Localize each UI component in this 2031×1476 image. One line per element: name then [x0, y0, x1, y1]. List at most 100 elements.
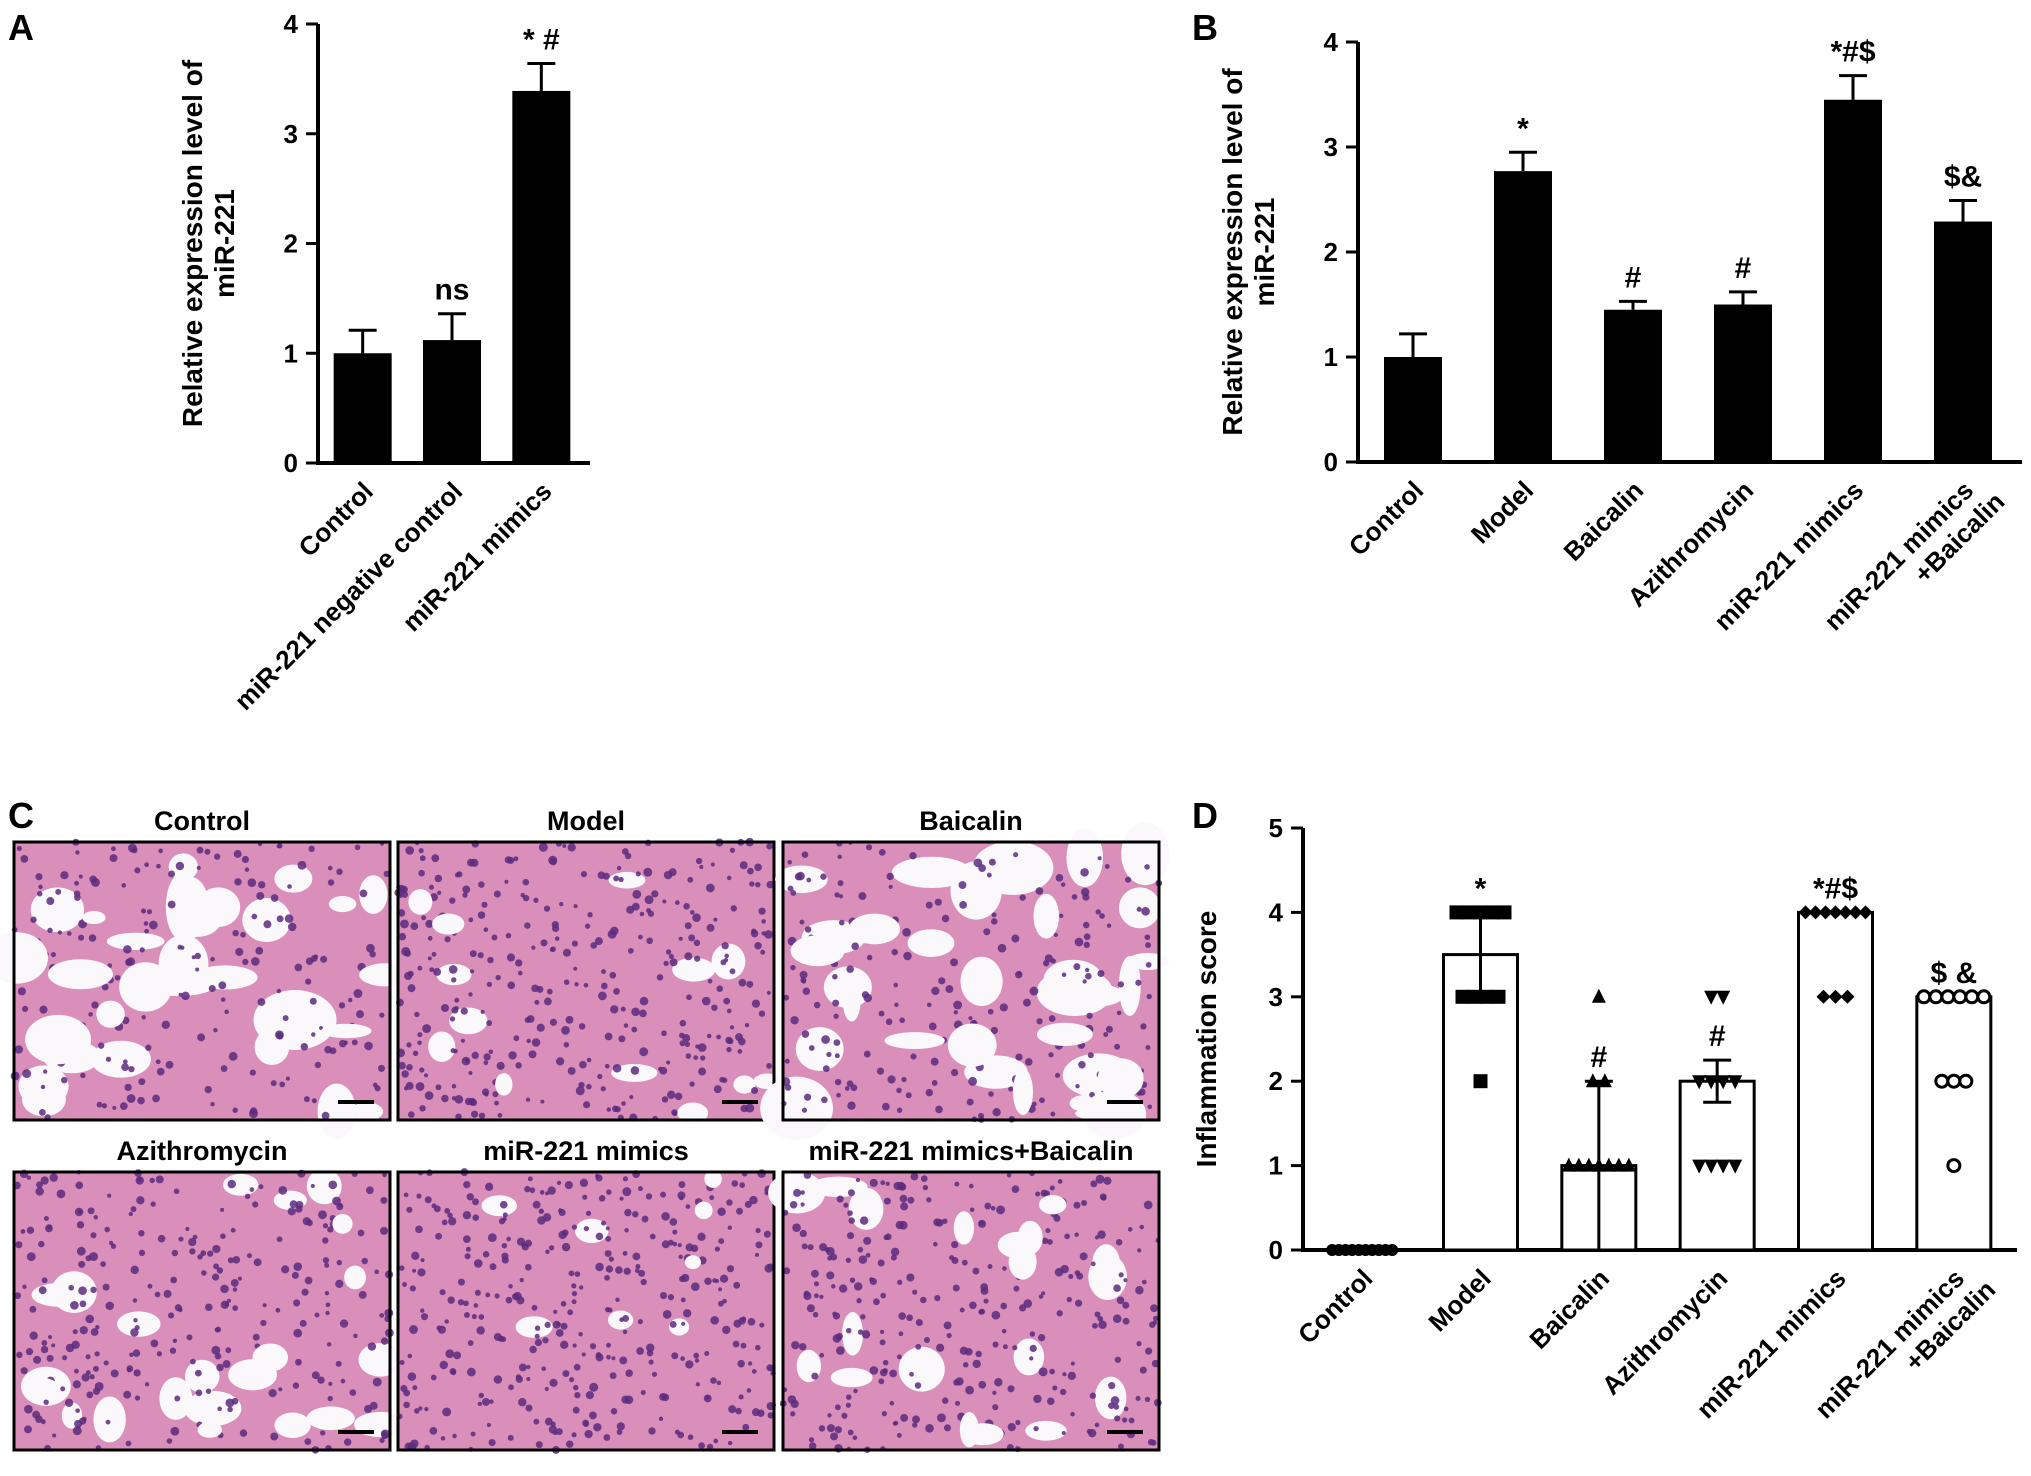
cell-nucleus	[411, 1251, 420, 1260]
cell-nucleus	[462, 1235, 471, 1244]
cell-nucleus	[26, 1252, 36, 1262]
cell-nucleus	[430, 1374, 437, 1381]
cell-nucleus	[730, 905, 738, 912]
cell-nucleus	[1113, 1403, 1120, 1410]
cell-nucleus	[712, 1278, 717, 1283]
cell-nucleus	[585, 1390, 594, 1400]
cell-nucleus	[181, 991, 190, 1001]
cell-nucleus	[167, 1312, 175, 1319]
cell-nucleus	[685, 1053, 692, 1059]
cell-nucleus	[433, 1205, 441, 1213]
cell-nucleus	[163, 1289, 172, 1298]
cell-nucleus	[799, 970, 808, 979]
cell-nucleus	[412, 1268, 417, 1273]
cell-nucleus	[496, 1061, 505, 1070]
y-tick-label: 0	[1324, 447, 1338, 477]
cell-nucleus	[60, 1076, 68, 1084]
cell-nucleus	[128, 1065, 135, 1073]
cell-nucleus	[1105, 1025, 1113, 1033]
cell-nucleus	[855, 1177, 861, 1183]
cell-nucleus	[880, 1292, 887, 1299]
cell-nucleus	[706, 1033, 712, 1039]
cell-nucleus	[1113, 1284, 1121, 1292]
cell-nucleus	[988, 1091, 994, 1097]
data-point	[1840, 989, 1855, 1004]
cell-nucleus	[85, 1354, 91, 1360]
cell-nucleus	[713, 917, 718, 922]
cell-nucleus	[869, 1366, 879, 1375]
cell-nucleus	[419, 1105, 426, 1112]
cell-nucleus	[157, 1234, 166, 1243]
cell-nucleus	[595, 1232, 604, 1241]
cell-nucleus	[662, 1309, 672, 1319]
cell-nucleus	[501, 1252, 509, 1260]
cell-nucleus	[51, 1343, 56, 1348]
cell-nucleus	[204, 1085, 212, 1094]
cell-nucleus	[747, 1361, 753, 1366]
bar	[1797, 910, 1874, 1252]
cell-nucleus	[448, 965, 458, 974]
cell-nucleus	[155, 1059, 161, 1065]
cell-nucleus	[260, 1319, 267, 1327]
cell-nucleus	[1019, 894, 1026, 901]
cell-nucleus	[102, 1283, 110, 1291]
cell-nucleus	[1122, 1301, 1130, 1309]
cell-nucleus	[906, 1273, 915, 1282]
cell-nucleus	[38, 1286, 47, 1295]
y-tick-label: 4	[1324, 27, 1339, 57]
cell-nucleus	[1086, 1012, 1093, 1019]
cell-nucleus	[695, 1382, 701, 1387]
cell-nucleus	[1095, 909, 1101, 915]
alveolar-space	[351, 1102, 384, 1121]
cell-nucleus	[878, 848, 886, 856]
data-point	[1692, 1075, 1707, 1090]
cell-nucleus	[1138, 1088, 1146, 1096]
cell-nucleus	[907, 1196, 915, 1204]
cell-nucleus	[621, 1101, 626, 1106]
cell-nucleus	[1139, 1224, 1145, 1230]
cell-nucleus	[896, 1087, 902, 1094]
cell-nucleus	[983, 1298, 989, 1304]
data-point	[1571, 1157, 1586, 1172]
cell-nucleus	[423, 1073, 429, 1078]
cell-nucleus	[417, 1032, 423, 1038]
cell-nucleus	[693, 1352, 700, 1359]
cell-nucleus	[912, 1415, 920, 1424]
alveolar-space	[760, 1076, 834, 1140]
cell-nucleus	[22, 1284, 27, 1289]
cell-nucleus	[474, 1289, 481, 1296]
significance-label: * #	[523, 24, 560, 57]
cell-nucleus	[403, 1192, 409, 1198]
cell-nucleus	[128, 1211, 133, 1217]
cell-nucleus	[437, 1325, 446, 1334]
cell-nucleus	[424, 1407, 429, 1412]
cell-nucleus	[789, 1200, 798, 1209]
cell-nucleus	[450, 1048, 456, 1054]
cell-nucleus	[651, 1371, 658, 1377]
cell-nucleus	[327, 865, 333, 871]
cell-nucleus	[270, 894, 279, 902]
y-tick-label: 3	[1269, 982, 1283, 1012]
cell-nucleus	[1147, 1438, 1155, 1446]
alveolar-space	[960, 956, 1003, 1006]
cell-nucleus	[847, 1210, 853, 1217]
alveolar-space	[306, 1168, 342, 1205]
cell-nucleus	[802, 987, 811, 995]
cell-nucleus	[149, 1177, 155, 1184]
cell-nucleus	[276, 915, 284, 923]
cell-nucleus	[1031, 1101, 1037, 1107]
cell-nucleus	[132, 1349, 141, 1357]
cell-nucleus	[478, 881, 485, 888]
cell-nucleus	[403, 1401, 410, 1409]
cell-nucleus	[293, 1299, 301, 1307]
significance-label: #	[1590, 1041, 1607, 1074]
cell-nucleus	[667, 1294, 675, 1301]
cell-nucleus	[40, 1345, 49, 1354]
cell-nucleus	[46, 897, 55, 906]
cell-nucleus	[588, 1411, 597, 1420]
cell-nucleus	[549, 1018, 557, 1026]
cell-nucleus	[679, 1040, 686, 1047]
cell-nucleus	[1075, 1083, 1080, 1089]
cell-nucleus	[22, 1069, 32, 1079]
